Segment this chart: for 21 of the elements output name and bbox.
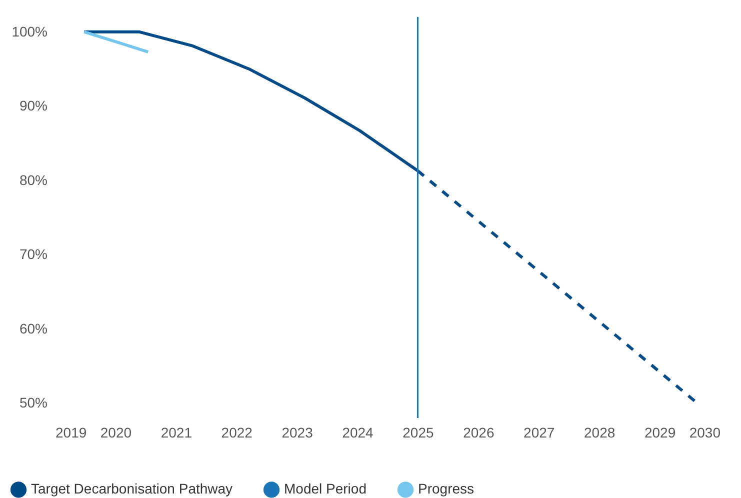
y-tick-label: 50%	[19, 394, 48, 411]
legend-label: Progress	[418, 480, 474, 497]
y-tick-label: 60%	[19, 320, 48, 336]
x-tick-label: 2022	[221, 424, 253, 440]
x-tick-label: 2024	[342, 424, 374, 440]
x-tick-label: 2023	[282, 424, 314, 440]
legend-label: Target Decarbonisation Pathway	[31, 480, 233, 497]
legend-label: Model Period	[284, 480, 366, 497]
x-tick-label: 2026	[463, 424, 494, 440]
y-tick-label: 90%	[19, 98, 48, 114]
x-tick-label: 2020	[100, 424, 132, 440]
x-tick-label: 2028	[584, 424, 616, 440]
x-tick-label: 2030	[689, 424, 721, 440]
x-tick-label: 2021	[160, 424, 192, 440]
x-tick-label: 2029	[644, 424, 676, 440]
x-tick-label: 2027	[524, 424, 555, 440]
y-tick-label: 80%	[19, 172, 48, 188]
x-tick-label: 2019	[56, 424, 87, 440]
y-tick-label: 70%	[19, 246, 48, 262]
y-tick-label: 100%	[12, 23, 48, 40]
x-tick-label: 2025	[402, 424, 434, 440]
